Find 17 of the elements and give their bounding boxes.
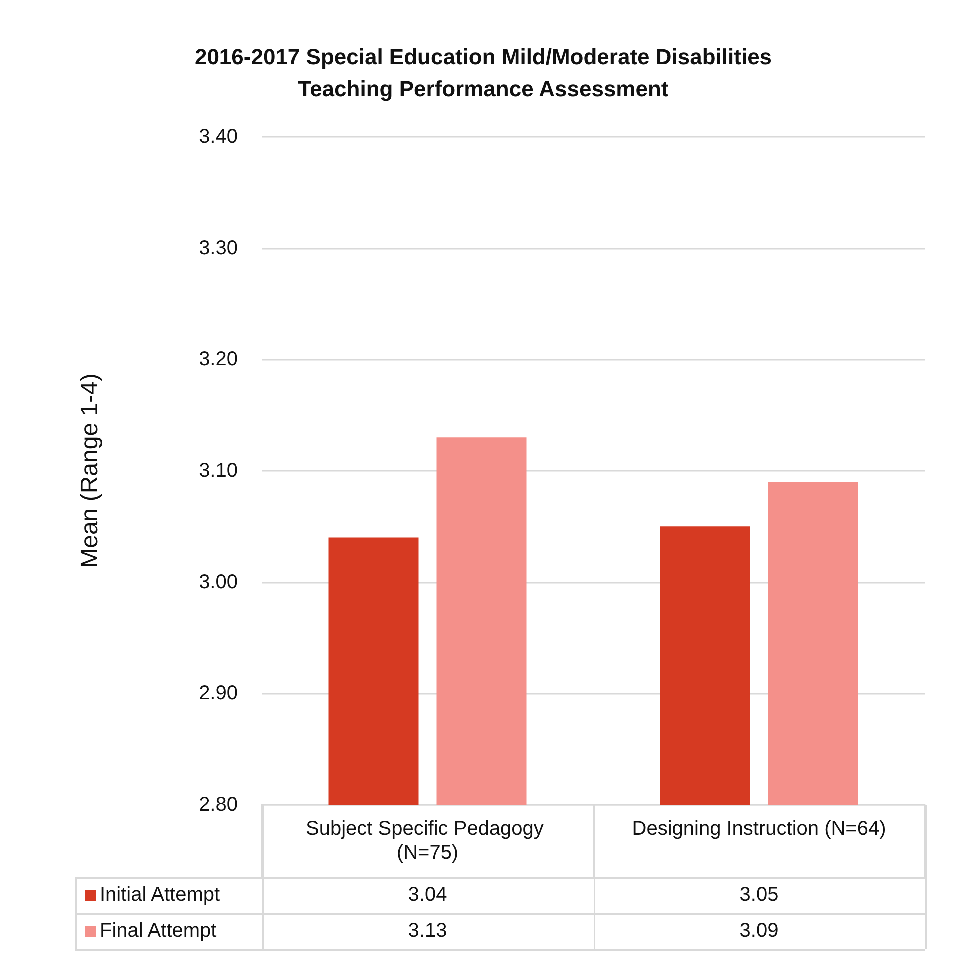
legend-label: Initial Attempt <box>100 884 220 906</box>
y-tick-label: 2.80 <box>199 794 238 816</box>
legend-label: Final Attempt <box>100 920 217 942</box>
data-label: 3.04 <box>407 882 448 908</box>
y-axis-title: Mean (Range 1-4) <box>76 374 104 568</box>
y-tick-label: 3.10 <box>199 460 238 482</box>
x-tick-label: Subject Specific Pedagogy (N=75) <box>306 818 550 864</box>
y-tick-label: 3.40 <box>199 126 238 148</box>
x-tick-label: Designing Instruction (N=64) <box>632 818 886 840</box>
chart-title: 2016-2017 Special Education Mild/Moderate Disabilities Teaching Performance Assessment <box>194 44 772 102</box>
data-label: 3.13 <box>407 918 448 944</box>
data-label: 3.05 <box>738 882 780 908</box>
y-tick-label: 3.20 <box>199 348 238 371</box>
y-tick-label: 3.00 <box>199 571 238 594</box>
data-label: 3.09 <box>738 918 780 944</box>
y-tick-label: 3.30 <box>199 237 238 260</box>
y-tick-label: 2.90 <box>199 682 238 705</box>
